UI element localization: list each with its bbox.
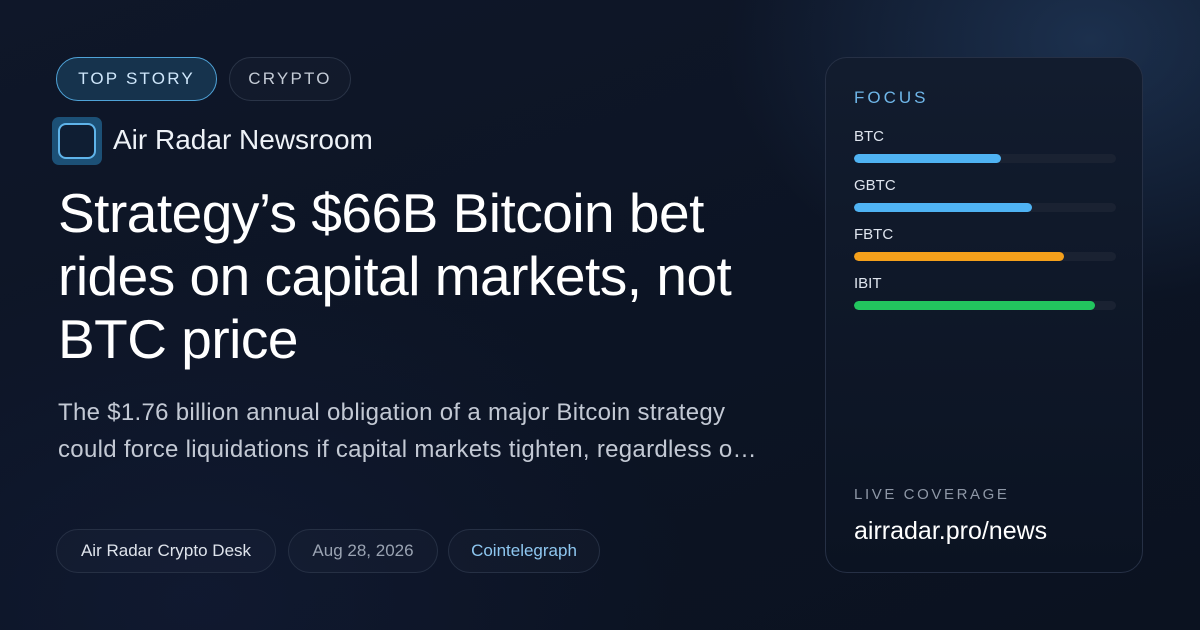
newsroom-logo-icon	[52, 117, 102, 165]
focus-title: FOCUS	[854, 88, 929, 107]
desk-chip: Air Radar Crypto Desk	[56, 529, 276, 573]
logo-inner-square	[58, 123, 96, 159]
focus-list: BTC GBTC FBTC IBIT	[854, 128, 1116, 324]
focus-item-gbtc: GBTC	[854, 177, 1116, 226]
date-chip: Aug 28, 2026	[288, 529, 438, 573]
coverage-link[interactable]: airradar.pro/news	[854, 517, 1048, 545]
focus-bar-track	[854, 154, 1116, 163]
newsroom-name: Air Radar Newsroom	[113, 124, 373, 155]
live-coverage-label: LIVE COVERAGE	[854, 486, 1010, 503]
focus-bar-fill	[854, 252, 1064, 261]
focus-label: IBIT	[854, 275, 882, 292]
publisher-chip[interactable]: Cointelegraph	[448, 529, 600, 573]
focus-bar-fill	[854, 203, 1033, 212]
focus-bar-track	[854, 203, 1116, 212]
focus-item-ibit: IBIT	[854, 275, 1116, 324]
article-summary: The $1.76 billion annual obligation of a…	[58, 399, 757, 463]
focus-item-btc: BTC	[854, 128, 1116, 177]
focus-label: GBTC	[854, 177, 896, 194]
focus-label: FBTC	[854, 226, 894, 243]
focus-item-fbtc: FBTC	[854, 226, 1116, 275]
focus-panel: FOCUS BTC GBTC FBTC IBIT LIVE COVERAGE a…	[825, 57, 1143, 573]
crypto-category-tag[interactable]: CRYPTO	[229, 57, 351, 101]
headline[interactable]: Strategy’s $66B Bitcoin bet rides on cap…	[58, 182, 732, 370]
focus-bar-fill	[854, 154, 1001, 163]
top-story-tag[interactable]: TOP STORY	[56, 57, 217, 101]
focus-bar-track	[854, 252, 1116, 261]
focus-bar-fill	[854, 301, 1096, 310]
focus-label: BTC	[854, 128, 884, 145]
focus-bar-track	[854, 301, 1116, 310]
